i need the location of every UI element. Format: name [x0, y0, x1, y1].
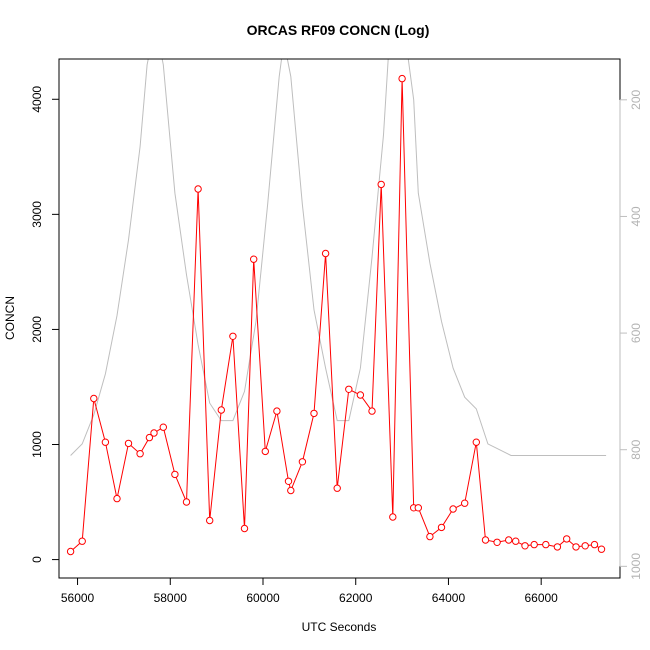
data-point [136, 450, 144, 458]
data-point [124, 439, 133, 448]
chart-title: ORCAS RF09 CONCN (Log) [247, 22, 430, 38]
y-tick-label: 2000 [30, 316, 44, 343]
data-point [298, 458, 307, 466]
data-point [66, 547, 75, 556]
y-tick-label: 1000 [30, 431, 44, 458]
data-point [194, 185, 202, 193]
data-point [398, 74, 406, 83]
data-point [240, 524, 249, 533]
data-point [572, 543, 580, 551]
plot-area [66, 59, 607, 556]
data-point [581, 542, 589, 550]
x-tick-label: 66000 [524, 591, 558, 605]
right-tick-label: 200 [629, 89, 643, 109]
x-axis-label: UTC Seconds [302, 620, 377, 634]
data-point [426, 532, 434, 541]
x-tick-label: 60000 [246, 591, 280, 605]
data-point [377, 180, 385, 189]
data-point [261, 447, 269, 456]
data-point [333, 484, 341, 492]
data-point [481, 536, 490, 544]
data-point [113, 494, 121, 503]
data-point [206, 516, 214, 525]
y-tick-label: 4000 [30, 86, 44, 113]
data-point [461, 499, 469, 507]
data-point [78, 537, 86, 545]
right-tick-label: 600 [629, 323, 643, 343]
data-point [521, 542, 529, 550]
data-point [590, 540, 599, 549]
data-point [159, 423, 168, 431]
data-point [321, 249, 330, 258]
data-point [512, 537, 520, 545]
plot-frame [58, 58, 621, 579]
right-tick-label: 400 [629, 206, 643, 226]
data-point [553, 543, 562, 551]
data-point [310, 409, 318, 418]
data-point [345, 385, 353, 393]
right-tick-label: 800 [629, 439, 643, 459]
data-point [171, 470, 179, 479]
data-point [101, 438, 110, 446]
data-point [597, 545, 606, 553]
data-point [250, 255, 258, 263]
data-point [182, 498, 191, 506]
data-point [145, 433, 154, 442]
data-point [368, 407, 376, 415]
y-axis: 0 1000 2000 3000 4000 [30, 86, 60, 563]
data-point [437, 523, 446, 532]
data-point [150, 429, 158, 437]
data-point [389, 513, 397, 521]
data-point [530, 540, 538, 549]
x-axis: 56000 58000 60000 62000 64000 66000 [61, 577, 558, 605]
data-point [287, 486, 295, 495]
series-line-concn [70, 78, 602, 552]
data-point [356, 391, 365, 399]
data-point [505, 536, 513, 544]
data-point [284, 477, 293, 485]
y-tick-label: 0 [30, 556, 44, 563]
right-tick-label: 1000 [629, 553, 643, 580]
data-point [493, 538, 501, 546]
x-tick-label: 58000 [154, 591, 188, 605]
data-point [472, 438, 480, 446]
data-point [542, 540, 550, 549]
data-point [563, 535, 571, 543]
data-point [217, 406, 226, 414]
y-axis-label: CONCN [3, 296, 17, 340]
data-point [449, 505, 457, 513]
x-tick-label: 62000 [339, 591, 373, 605]
data-point [229, 332, 237, 340]
data-point [273, 407, 281, 415]
x-tick-label: 56000 [61, 591, 95, 605]
y-tick-label: 3000 [30, 201, 44, 228]
data-point [414, 504, 422, 512]
x-tick-label: 64000 [432, 591, 466, 605]
data-point [90, 394, 98, 403]
right-axis: 200 400 600 800 1000 [619, 89, 643, 580]
series-line-secondary [70, 59, 607, 456]
